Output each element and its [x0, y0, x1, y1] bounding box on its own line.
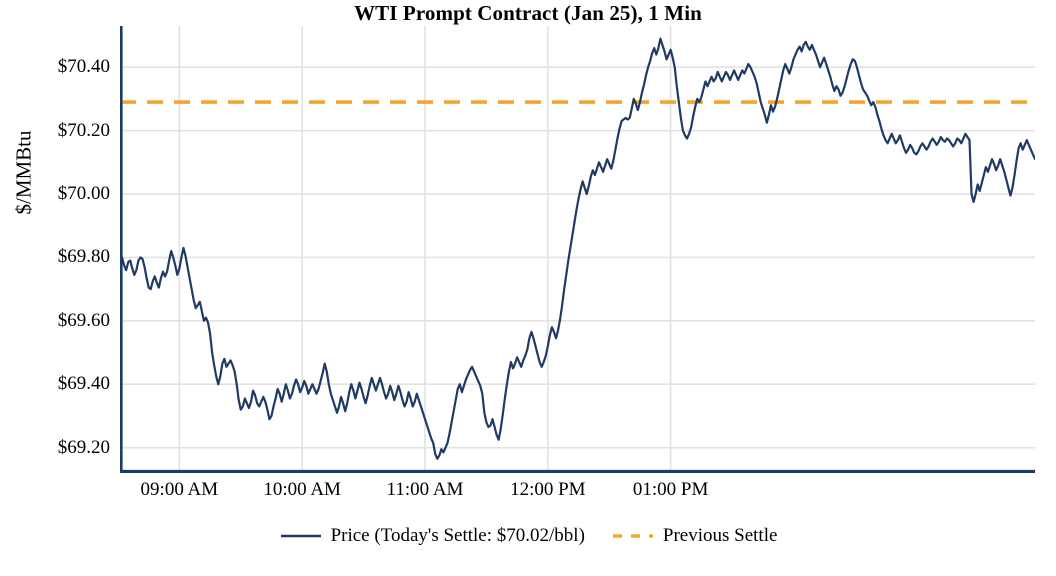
- chart-legend: Price (Today's Settle: $70.02/bbl) Previo…: [0, 525, 1056, 547]
- solid-line-swatch: [279, 528, 323, 544]
- price-line: [120, 37, 1035, 460]
- plot-svg: [120, 26, 1035, 473]
- legend-label: Previous Settle: [662, 525, 778, 546]
- y-tick-label: $70.20: [57, 119, 110, 141]
- chart-title: WTI Prompt Contract (Jan 25), 1 Min: [354, 1, 702, 25]
- y-axis-tick-labels: $70.40 $70.20 $70.00 $69.80 $69.60 $69.40 $69.…: [0, 0, 110, 576]
- x-tick-label: 11:00 AM: [386, 479, 464, 500]
- legend-entry[interactable]: Price (Today's Settle: $70.02/bbl): [279, 525, 585, 547]
- y-tick-label: $69.20: [57, 436, 110, 458]
- y-tick-label: $69.60: [57, 309, 110, 331]
- y-tick-label: $69.80: [57, 246, 110, 268]
- y-tick-label: $70.40: [57, 56, 110, 78]
- x-tick-label: 10:00 AM: [263, 479, 341, 500]
- x-tick-label: 01:00 PM: [632, 479, 709, 500]
- y-tick-label: $69.40: [57, 373, 110, 395]
- plot-area: [120, 26, 1035, 473]
- legend-label: Price (Today's Settle: $70.02/bbl): [330, 525, 585, 546]
- y-tick-label: $70.00: [57, 183, 110, 205]
- x-tick-label: 12:00 PM: [510, 479, 586, 500]
- legend-entry[interactable]: Previous Settle: [611, 525, 778, 547]
- x-tick-label: 09:00 AM: [140, 479, 219, 500]
- dashed-line-swatch: [611, 528, 655, 544]
